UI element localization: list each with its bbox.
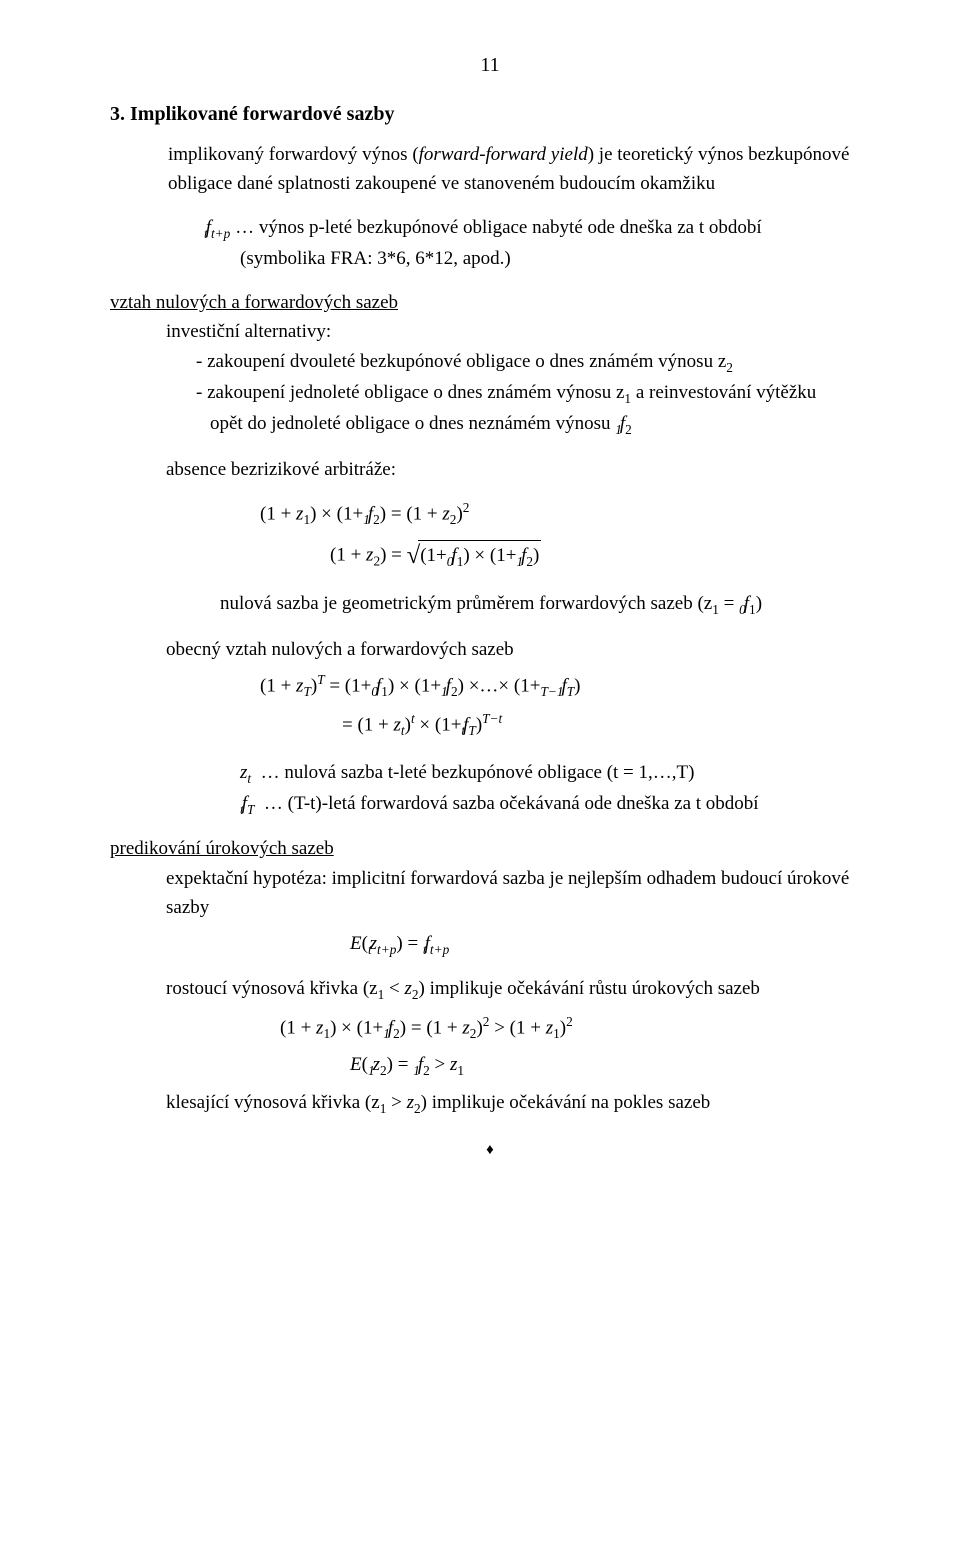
intro-paragraph: implikovaný forwardový výnos (forward-fo… [110, 140, 870, 199]
alternative-2: - zakoupení jednoleté obligace o dnes zn… [110, 378, 870, 441]
invest-alternatives-label: investiční alternativy: [110, 317, 870, 346]
geometric-mean-note: nulová sazba je geometrickým průměrem fo… [110, 589, 870, 620]
symbol-definition: tft+p … výnos p-leté bezkupónové obligac… [110, 213, 870, 274]
formula-3b: = (1 + zt)t × (1+tfT)T−t [110, 709, 870, 742]
expectation-hypothesis: expektační hypotéza: implicitní forwardo… [110, 864, 870, 923]
formula-2: (1 + z2) = √(1+0f1) × (1+1f2) [110, 537, 870, 575]
page-number: 11 [110, 50, 870, 81]
falling-curve-note: klesající výnosová křivka (z1 > z2) impl… [110, 1088, 870, 1119]
relation-title: vztah nulových a forwardových sazeb [110, 288, 870, 317]
ft-definition: tfT … (T-t)-letá forwardová sazba očekáv… [110, 789, 870, 820]
rising-curve-note: rostoucí výnosová křivka (z1 < z2) impli… [110, 974, 870, 1005]
formula-1: (1 + z1) × (1+1f2) = (1 + z2)2 [110, 498, 870, 531]
prediction-section: predikování úrokových sazeb expektační h… [110, 834, 870, 960]
formula-rising-2: E(1z2) = 1f2 > z1 [110, 1050, 870, 1081]
formula-3: (1 + zT)T = (1+0f1) × (1+1f2) ×…× (1+T−1… [110, 670, 870, 703]
formula-expectation: E(tzt+p) = tft+p [110, 929, 870, 960]
section-heading: 3. Implikované forwardové sazby [110, 99, 870, 130]
prediction-title: predikování úrokových sazeb [110, 834, 870, 863]
arbitrage-label: absence bezrizikové arbitráže: [110, 455, 870, 484]
relation-section: vztah nulových a forwardových sazeb inve… [110, 288, 870, 441]
formula-rising-1: (1 + z1) × (1+1f2) = (1 + z2)2 > (1 + z1… [110, 1012, 870, 1045]
alternative-1: - zakoupení dvouleté bezkupónové obligac… [110, 347, 870, 378]
section-end-icon: ♦ [110, 1139, 870, 1162]
zt-definition: zt … nulová sazba t-leté bezkupónové obl… [110, 758, 870, 789]
general-relation-label: obecný vztah nulových a forwardových saz… [110, 635, 870, 664]
